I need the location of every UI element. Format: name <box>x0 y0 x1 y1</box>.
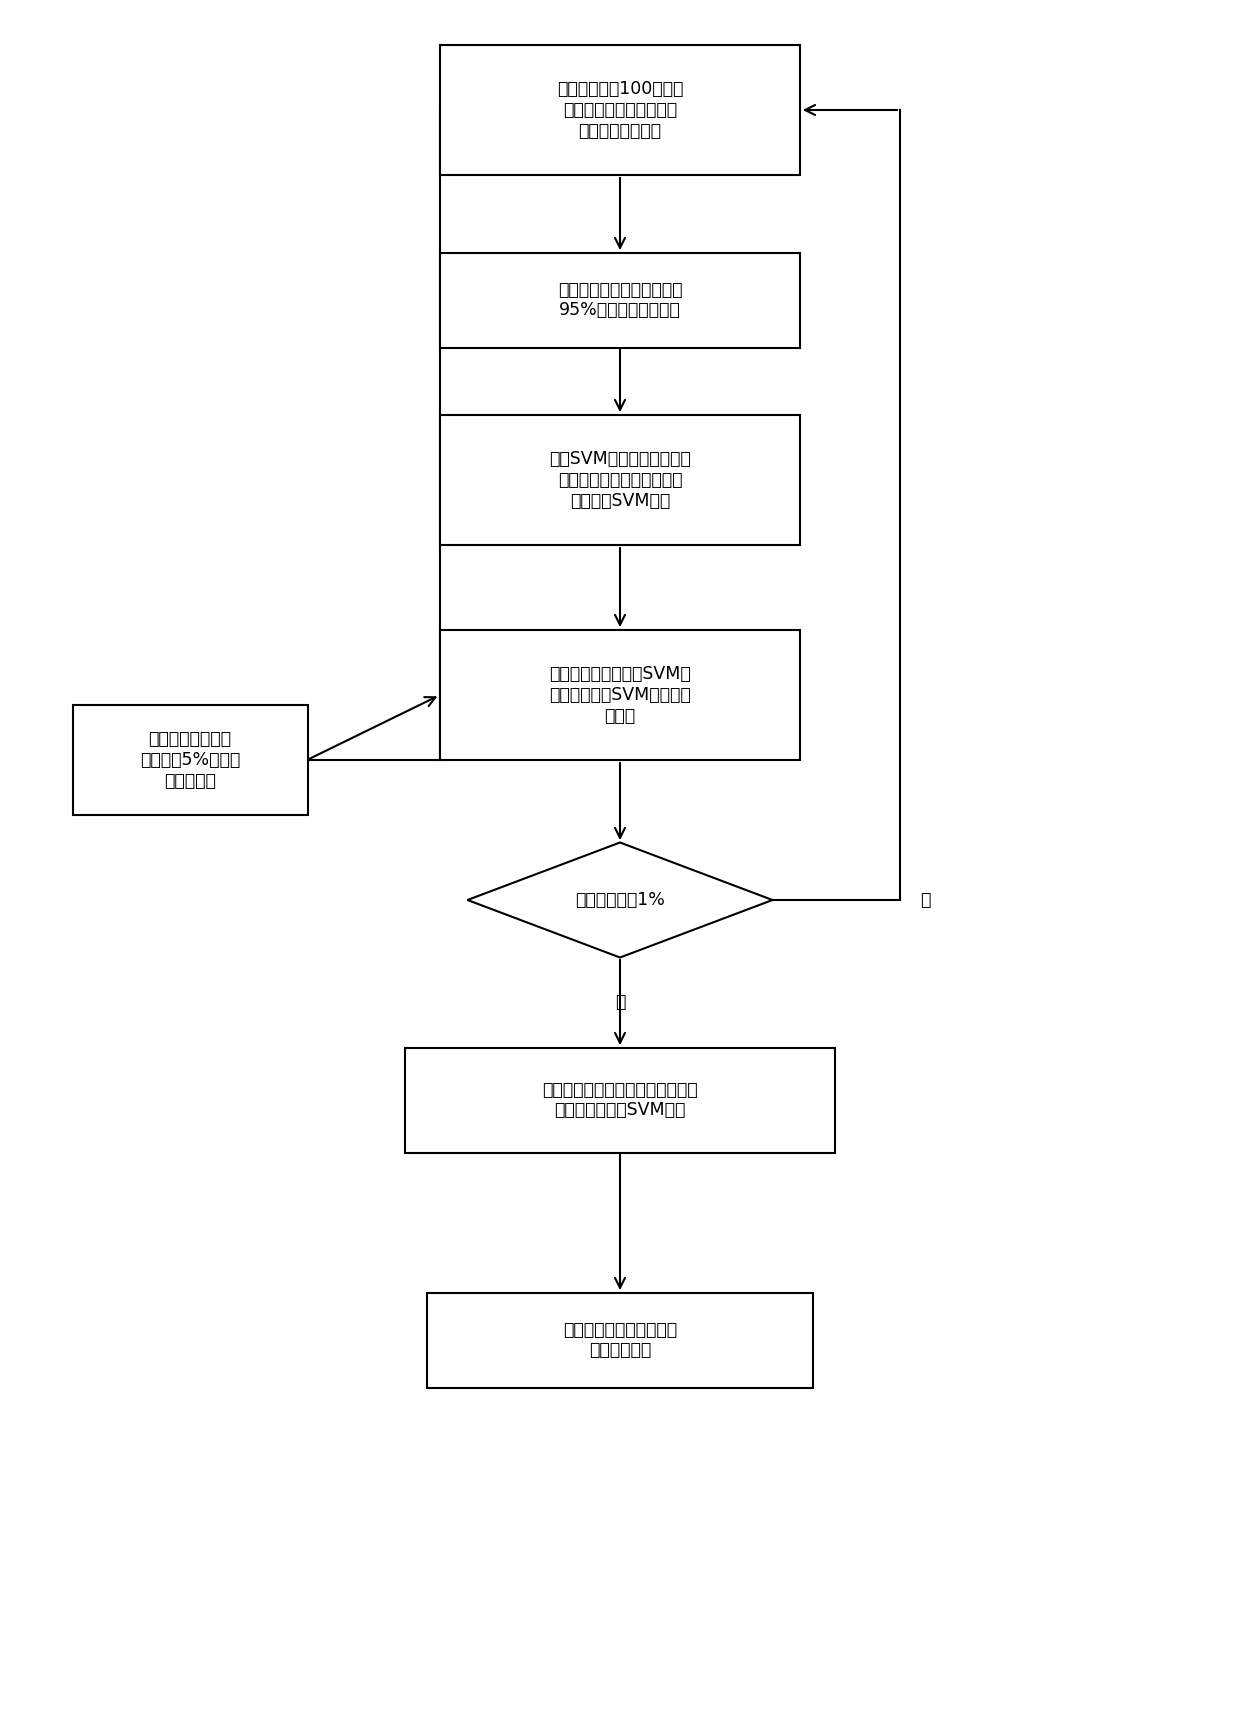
Text: 利用SVM分别对训练样本进
行训练，分别得到直行、左
转、右转SVM模型: 利用SVM分别对训练样本进 行训练，分别得到直行、左 转、右转SVM模型 <box>549 450 691 510</box>
Text: 拟合误差小于1%: 拟合误差小于1% <box>575 891 665 910</box>
Text: 将总车流量和各向
车流量的5%分别作
为测试样本: 将总车流量和各向 车流量的5%分别作 为测试样本 <box>140 731 241 789</box>
Text: 输出直行、左转、右转的
车流量预测值: 输出直行、左转、右转的 车流量预测值 <box>563 1320 677 1359</box>
FancyBboxPatch shape <box>72 705 308 815</box>
Text: 将总车流量和各向车流量的
95%分别作为训练样本: 将总车流量和各向车流量的 95%分别作为训练样本 <box>558 281 682 319</box>
FancyBboxPatch shape <box>440 631 800 760</box>
FancyBboxPatch shape <box>405 1048 835 1153</box>
Text: 采集某一路口100米处的
总车流量及路口直行、左
转、右转的车流量: 采集某一路口100米处的 总车流量及路口直行、左 转、右转的车流量 <box>557 81 683 140</box>
Text: 将测试样本分别输入SVM模
型，计算各向SVM模型的拟
合误差: 将测试样本分别输入SVM模 型，计算各向SVM模型的拟 合误差 <box>549 665 691 725</box>
Text: 是: 是 <box>615 994 625 1011</box>
Polygon shape <box>467 843 773 958</box>
FancyBboxPatch shape <box>440 415 800 544</box>
FancyBboxPatch shape <box>440 45 800 176</box>
Text: 否: 否 <box>920 891 930 910</box>
FancyBboxPatch shape <box>440 253 800 348</box>
Text: 将摄像头实时采集的某一路口的总
车流量输入各向SVM模型: 将摄像头实时采集的某一路口的总 车流量输入各向SVM模型 <box>542 1080 698 1120</box>
FancyBboxPatch shape <box>428 1292 812 1387</box>
